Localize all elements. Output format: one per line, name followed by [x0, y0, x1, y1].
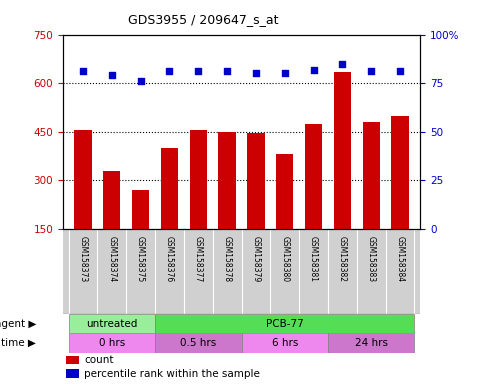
Bar	[363, 122, 380, 229]
Text: GSM158379: GSM158379	[252, 236, 260, 282]
Text: 24 hrs: 24 hrs	[355, 338, 388, 348]
Bar	[276, 154, 293, 229]
Text: 0.5 hrs: 0.5 hrs	[180, 338, 216, 348]
Bar	[69, 333, 155, 353]
Bar	[190, 130, 207, 229]
Bar	[66, 369, 79, 378]
Text: 0 hrs: 0 hrs	[99, 338, 125, 348]
Point	[339, 61, 346, 67]
Bar	[103, 170, 120, 229]
Text: count: count	[84, 355, 114, 365]
Text: GSM158384: GSM158384	[396, 236, 405, 282]
Text: GDS3955 / 209647_s_at: GDS3955 / 209647_s_at	[128, 13, 278, 26]
Text: GSM158377: GSM158377	[194, 236, 203, 282]
Point	[108, 72, 115, 78]
Text: percentile rank within the sample: percentile rank within the sample	[84, 369, 260, 379]
Bar	[161, 148, 178, 229]
Point	[79, 68, 87, 74]
Text: GSM158383: GSM158383	[367, 236, 376, 282]
Point	[396, 68, 404, 74]
Bar	[132, 190, 149, 229]
Text: GSM158376: GSM158376	[165, 236, 174, 282]
Bar	[242, 333, 328, 353]
Bar	[328, 333, 414, 353]
Text: GSM158382: GSM158382	[338, 236, 347, 282]
Text: time ▶: time ▶	[1, 338, 36, 348]
Text: PCB-77: PCB-77	[266, 319, 304, 329]
Text: untreated: untreated	[86, 319, 138, 329]
Text: GSM158375: GSM158375	[136, 236, 145, 282]
Bar	[247, 133, 265, 229]
Text: agent ▶: agent ▶	[0, 319, 36, 329]
Point	[252, 70, 260, 76]
Point	[223, 68, 231, 74]
Text: GSM158378: GSM158378	[223, 236, 231, 282]
Bar	[66, 356, 79, 364]
Bar	[305, 124, 322, 229]
Point	[281, 70, 289, 76]
Bar	[155, 333, 242, 353]
Point	[166, 68, 173, 74]
Point	[310, 66, 317, 73]
Point	[368, 68, 375, 74]
Text: 6 hrs: 6 hrs	[271, 338, 298, 348]
Bar	[218, 132, 236, 229]
Point	[137, 78, 144, 84]
Text: GSM158380: GSM158380	[280, 236, 289, 282]
Bar	[74, 130, 92, 229]
Text: GSM158373: GSM158373	[78, 236, 87, 282]
Text: GSM158374: GSM158374	[107, 236, 116, 282]
Bar	[155, 314, 414, 333]
Point	[194, 68, 202, 74]
Text: GSM158381: GSM158381	[309, 236, 318, 282]
Bar	[391, 116, 409, 229]
Bar	[334, 72, 351, 229]
Bar	[69, 314, 155, 333]
